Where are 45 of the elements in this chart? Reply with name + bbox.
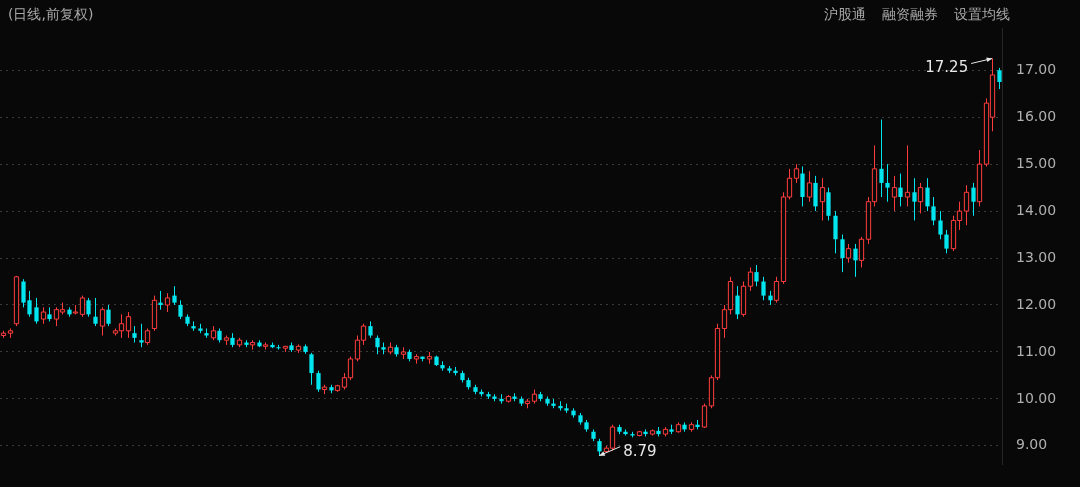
y-tick-label: 12.00 — [1016, 295, 1057, 312]
candlestick — [879, 119, 884, 198]
candlestick — [840, 234, 845, 273]
y-tick-label: 10.00 — [1016, 389, 1057, 406]
candlestick — [139, 323, 144, 348]
annotation: 8.79 — [623, 441, 657, 460]
annotation: 17.25 — [925, 58, 969, 77]
candlestick — [106, 304, 111, 327]
candlestick — [158, 290, 163, 311]
candlestick — [853, 243, 858, 278]
candlestick — [997, 67, 1002, 90]
text: 设置均线 — [954, 6, 1010, 24]
candlestick — [885, 163, 890, 203]
candlestick — [754, 264, 759, 287]
candlestick — [800, 165, 805, 207]
text: 沪股通 — [824, 6, 866, 24]
y-tick-label: 15.00 — [1016, 154, 1057, 171]
candlestick — [826, 187, 831, 221]
y-tick-label: 9.00 — [1016, 436, 1048, 453]
candlestick — [813, 175, 818, 212]
candlestick — [93, 297, 98, 327]
candlestick — [86, 297, 91, 318]
candlestick — [912, 177, 917, 221]
y-tick-label: 17.00 — [1016, 60, 1057, 77]
candlestick — [931, 196, 936, 226]
candlestick — [178, 299, 183, 320]
y-tick-label: 13.00 — [1016, 248, 1057, 265]
candlestick — [34, 297, 39, 325]
candlestick — [833, 210, 838, 254]
candlestick — [944, 229, 949, 254]
candlestick — [316, 370, 321, 393]
candlestick — [761, 276, 766, 301]
y-tick-label: 11.00 — [1016, 342, 1057, 359]
candlestick — [925, 177, 930, 212]
candlestick — [309, 352, 314, 386]
candlestick — [971, 182, 976, 217]
y-tick-label: 14.00 — [1016, 201, 1057, 218]
candlestick — [898, 173, 903, 207]
candlestick — [735, 285, 740, 320]
text: 融资融券 — [882, 6, 938, 24]
y-tick-label: 16.00 — [1016, 107, 1057, 124]
candlestick — [375, 335, 380, 355]
candlestick — [938, 210, 943, 240]
candlestick — [172, 285, 177, 306]
chart-title: (日线,前复权) — [8, 6, 94, 24]
